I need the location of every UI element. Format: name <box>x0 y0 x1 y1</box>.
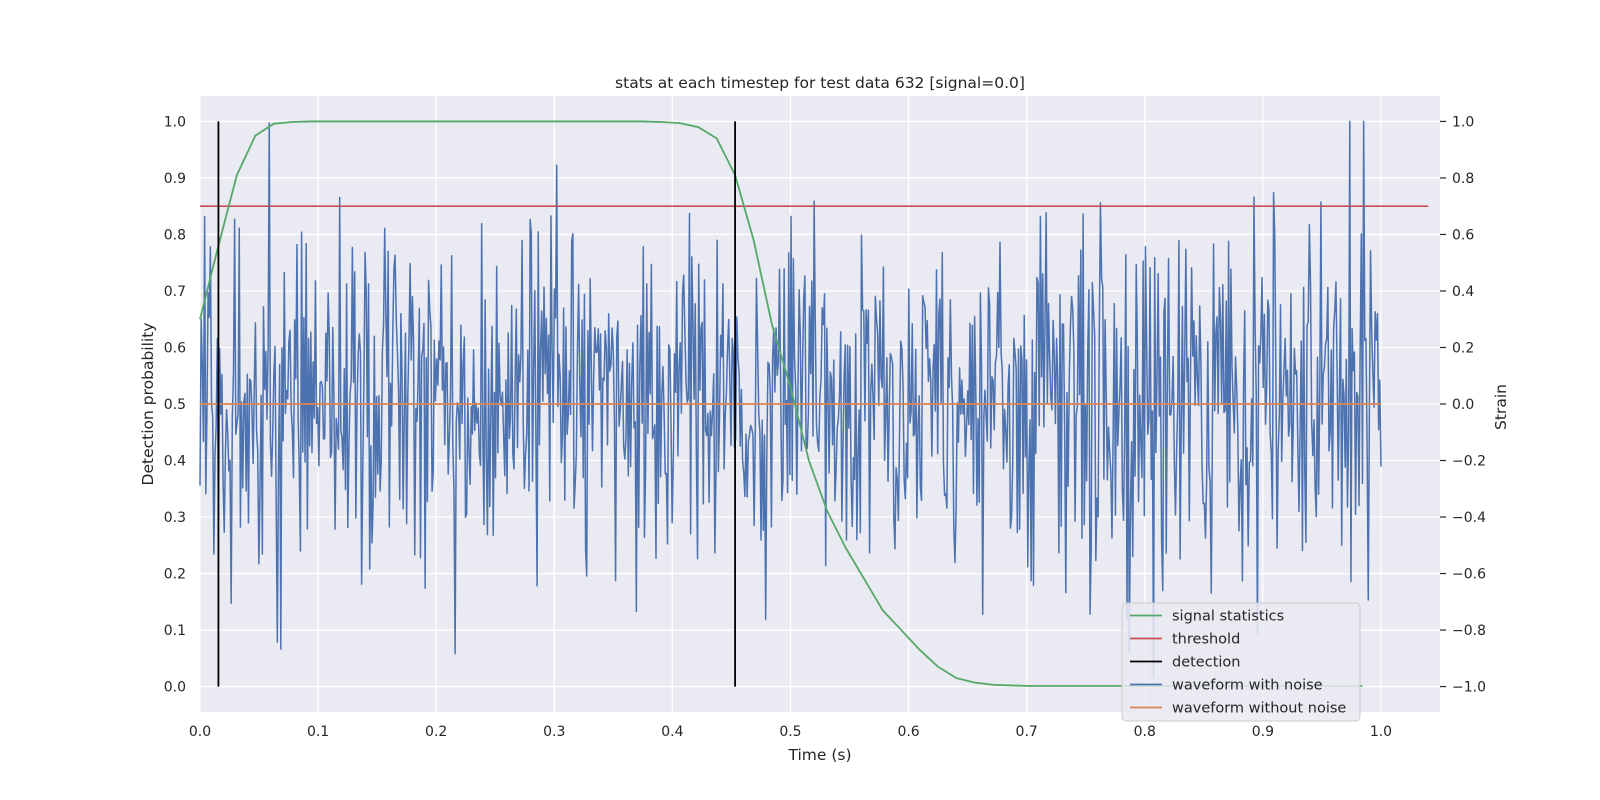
y-tick-label: 0.5 <box>164 397 186 413</box>
y-tick-label: 1.0 <box>164 114 186 130</box>
x-tick-label: 0.5 <box>779 724 801 740</box>
legend-box <box>1121 602 1361 722</box>
y-tick-label: 0.0 <box>164 680 186 696</box>
y2-tick-label: −1.0 <box>1452 680 1486 696</box>
x-tick-label: 0.4 <box>661 724 683 740</box>
legend-label-signal-statistics: signal statistics <box>1172 609 1284 625</box>
y-axis-label: Detection probability <box>139 323 157 486</box>
y2-tick-label: −0.8 <box>1452 623 1486 639</box>
y-tick-label: 0.6 <box>164 340 186 356</box>
legend-label-waveform-with-noise: waveform with noise <box>1172 678 1323 694</box>
legend-label-detection: detection <box>1172 655 1240 671</box>
chart-title: stats at each timestep for test data 632… <box>615 74 1025 92</box>
x-tick-label: 0.7 <box>1016 724 1038 740</box>
x-axis-label: Time (s) <box>787 746 851 764</box>
x-tick-label: 0.9 <box>1252 724 1274 740</box>
y-tick-label: 0.3 <box>164 510 186 526</box>
y2-tick-label: 0.2 <box>1452 340 1474 356</box>
legend-label-threshold: threshold <box>1172 632 1240 648</box>
x-tick-label: 0.2 <box>425 724 447 740</box>
y-tick-label: 0.4 <box>164 454 186 470</box>
y-tick-label: 0.8 <box>164 227 186 243</box>
y2-tick-label: 0.8 <box>1452 171 1474 187</box>
legend: signal statistics threshold detection wa… <box>1121 602 1361 722</box>
y-tick-label: 0.9 <box>164 171 186 187</box>
y2-tick-label: −0.4 <box>1452 510 1486 526</box>
y2-tick-label: 0.0 <box>1452 397 1474 413</box>
x-tick-label: 0.8 <box>1134 724 1156 740</box>
legend-label-waveform-without-noise: waveform without noise <box>1172 701 1346 717</box>
y-tick-label: 0.1 <box>164 623 186 639</box>
y2-tick-label: 0.4 <box>1452 284 1474 300</box>
x-tick-label: 1.0 <box>1370 724 1392 740</box>
y2-tick-label: −0.6 <box>1452 567 1486 583</box>
y-axis-right: −1.0 −0.8 −0.6 −0.4 −0.2 0.0 0.2 0.4 0.6 0.8 1.0 <box>1440 114 1486 696</box>
x-tick-label: 0.3 <box>543 724 565 740</box>
x-tick-label: 0.6 <box>897 724 919 740</box>
x-axis: 0.0 0.1 0.2 0.3 0.4 0.5 0.6 0.7 0.8 0.9 1.0 <box>189 724 1392 740</box>
y2-tick-label: 1.0 <box>1452 114 1474 130</box>
series-line-waveform-with-noise <box>199 120 1382 679</box>
y-axis-left: 0.0 0.1 0.2 0.3 0.4 0.5 0.6 0.7 0.8 0.9 1.0 <box>164 114 186 695</box>
y-tick-label: 0.7 <box>164 284 186 300</box>
x-tick-label: 0.1 <box>307 724 329 740</box>
x-tick-label: 0.0 <box>189 724 211 740</box>
y2-axis-label: Strain <box>1492 384 1510 430</box>
y-tick-label: 0.2 <box>164 567 186 583</box>
y2-tick-label: −0.2 <box>1452 454 1486 470</box>
y2-tick-label: 0.6 <box>1452 227 1474 243</box>
